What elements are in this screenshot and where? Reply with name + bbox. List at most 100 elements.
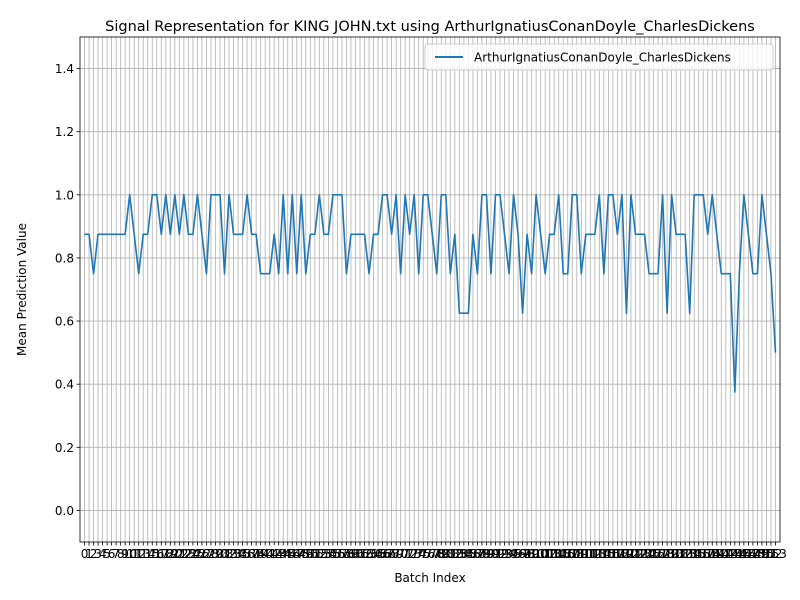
x-tick-label: 31: [217, 547, 232, 561]
y-tick-label: 1.0: [55, 188, 74, 202]
x-tick-label: 29: [208, 547, 223, 561]
x-tick-label: 81: [443, 547, 458, 561]
x-tick-label: 141: [710, 547, 733, 561]
x-tick-label: 117: [601, 547, 624, 561]
x-tick-label: 85: [461, 547, 476, 561]
series-group: [84, 194, 777, 393]
x-tick-label: 33: [226, 547, 241, 561]
x-tick-label: 72: [402, 547, 417, 561]
x-tick-label: 65: [370, 547, 385, 561]
y-tick-label: 0.6: [55, 315, 74, 329]
x-tick-label: 63: [361, 547, 376, 561]
x-tick-label: 125: [638, 547, 661, 561]
y-tick-label: 0.2: [55, 441, 74, 455]
x-tick-label: 30: [212, 547, 227, 561]
x-tick-label: 122: [624, 547, 647, 561]
x-tick-label: 46: [285, 547, 300, 561]
x-tick-label: 76: [420, 547, 435, 561]
x-tick-label: 105: [547, 547, 570, 561]
x-tick-label: 149: [746, 547, 769, 561]
x-tick-label: 27: [199, 547, 214, 561]
x-tick-label: 13: [136, 547, 151, 561]
x-tick-label: 47: [289, 547, 304, 561]
x-tick-label: 48: [294, 547, 309, 561]
x-tick-label: 62: [357, 547, 372, 561]
x-tick-label: 103: [538, 547, 561, 561]
x-tick-label: 20: [167, 547, 182, 561]
x-tick-label: 17: [154, 547, 169, 561]
x-tick-label: 64: [366, 547, 381, 561]
x-tick-label: 4: [99, 547, 107, 561]
x-tick-label: 1: [85, 547, 93, 561]
x-tick-label: 143: [719, 547, 742, 561]
x-tick-label: 41: [262, 547, 277, 561]
x-tick-label: 133: [674, 547, 697, 561]
x-tick-label: 114: [588, 547, 611, 561]
x-tick-label: 3: [94, 547, 102, 561]
x-tick-label: 97: [515, 547, 530, 561]
y-tick-label: 0.0: [55, 504, 74, 518]
y-axis-label: Mean Prediction Value: [15, 223, 29, 356]
x-tick-label: 108: [561, 547, 584, 561]
y-axis-ticks: 0.0 0.2 0.4 0.6 0.8 1.0 1.2 1.4: [55, 62, 80, 518]
x-tick-label: 98: [519, 547, 534, 561]
x-tick-label: 94: [501, 547, 516, 561]
x-tick-label: 87: [470, 547, 485, 561]
x-tick-label: 51: [307, 547, 322, 561]
x-tick-label: 66: [375, 547, 390, 561]
x-tick-label: 28: [203, 547, 218, 561]
x-tick-label: 134: [678, 547, 701, 561]
chart-title: Signal Representation for KING JOHN.txt …: [105, 19, 755, 35]
x-tick-label: 23: [181, 547, 196, 561]
x-tick-label: 142: [714, 547, 737, 561]
x-tick-label: 104: [543, 547, 566, 561]
x-tick-label: 14: [140, 547, 155, 561]
plot-frame: [79, 36, 781, 543]
x-tick-label: 15: [145, 547, 160, 561]
y-tick-label: 1.2: [55, 125, 74, 139]
x-tick-label: 59: [343, 547, 358, 561]
x-tick-label: 78: [429, 547, 444, 561]
x-tick-label: 115: [592, 547, 615, 561]
x-tick-label: 153: [764, 547, 787, 561]
x-tick-label: 58: [339, 547, 354, 561]
legend-label: ArthurIgnatiusConanDoyle_CharlesDickens: [474, 51, 731, 65]
x-tick-label: 146: [732, 547, 755, 561]
x-tick-label: 131: [665, 547, 688, 561]
x-tick-label: 67: [379, 547, 394, 561]
x-axis-label: Batch Index: [394, 571, 465, 585]
x-tick-label: 77: [425, 547, 440, 561]
x-tick-label: 88: [474, 547, 489, 561]
x-tick-label: 2: [90, 547, 98, 561]
x-tick-label: 18: [158, 547, 173, 561]
x-tick-label: 52: [312, 547, 327, 561]
x-tick-label: 109: [565, 547, 588, 561]
x-tick-label: 144: [723, 547, 746, 561]
x-tick-label: 118: [606, 547, 629, 561]
x-tick-label: 25: [190, 547, 205, 561]
x-tick-label: 50: [303, 547, 318, 561]
x-tick-label: 61: [352, 547, 367, 561]
legend-box: [424, 43, 774, 71]
x-tick-label: 99: [524, 547, 539, 561]
x-tick-label: 121: [620, 547, 643, 561]
x-tick-label: 95: [506, 547, 521, 561]
x-tick-label: 73: [407, 547, 422, 561]
x-tick-label: 120: [615, 547, 638, 561]
x-tick-label: 119: [610, 547, 633, 561]
x-tick-label: 70: [393, 547, 408, 561]
x-tick-label: 21: [172, 547, 187, 561]
x-tick-label: 93: [497, 547, 512, 561]
x-tick-label: 110: [570, 547, 593, 561]
x-tick-label: 8: [117, 547, 125, 561]
x-tick-label: 54: [321, 547, 336, 561]
x-tick-label: 39: [253, 547, 268, 561]
x-tick-label: 139: [701, 547, 724, 561]
x-tick-label: 0: [81, 547, 89, 561]
x-tick-label: 32: [221, 547, 236, 561]
x-tick-label: 113: [583, 547, 606, 561]
x-tick-label: 80: [438, 547, 453, 561]
x-tick-label: 12: [131, 547, 146, 561]
x-tick-label: 26: [194, 547, 209, 561]
